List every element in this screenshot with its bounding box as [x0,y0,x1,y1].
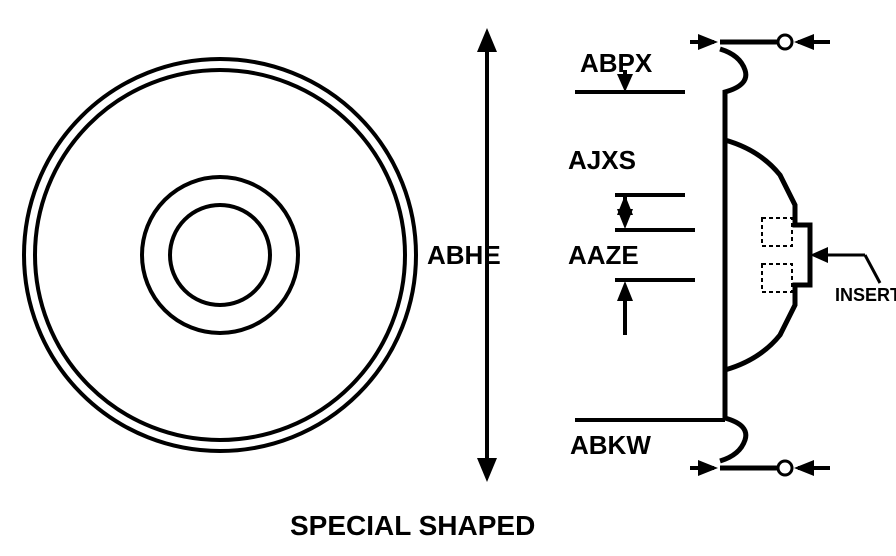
diagram-container: ABHE ABPX AJXS [0,0,896,556]
label-abkw: ABKW [570,430,651,461]
dim-abkw [690,430,890,510]
dim-abpx [690,20,890,100]
ext-bottom [575,415,735,425]
front-view [0,0,440,510]
label-insert: INSERT [835,285,896,306]
diagram-title: SPECIAL SHAPED [290,510,535,542]
dim-aaze [565,195,705,375]
label-aaze: AAZE [568,240,639,271]
label-ajxs: AJXS [568,145,636,176]
label-abhe: ABHE [427,240,501,271]
